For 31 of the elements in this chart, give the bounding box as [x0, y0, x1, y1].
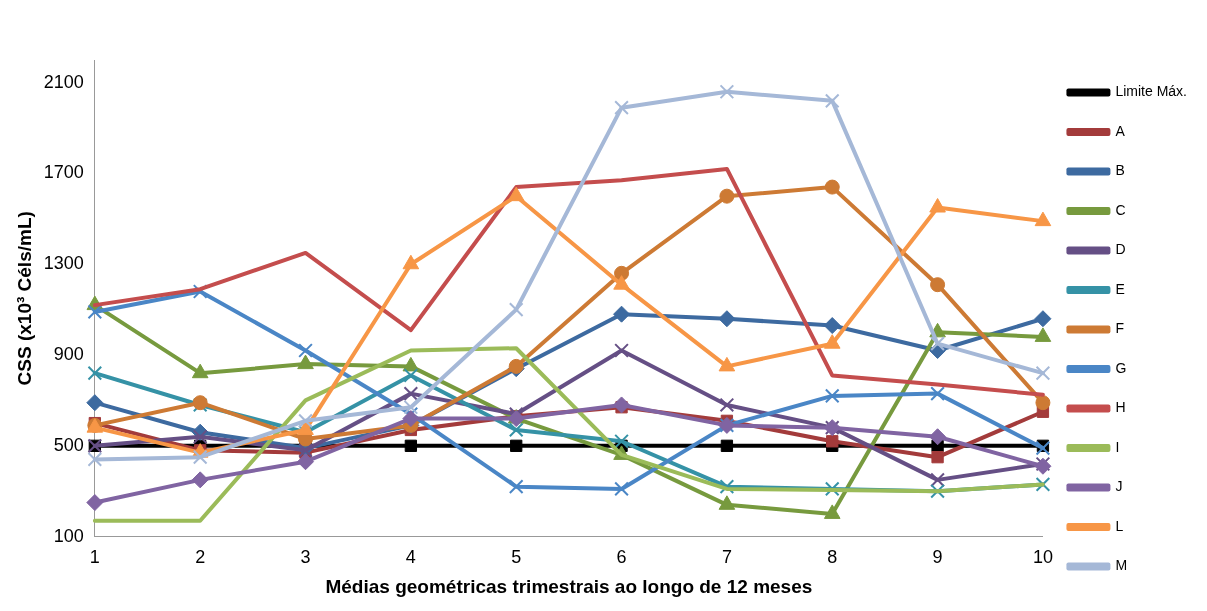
x-tick-label: 2 [195, 547, 206, 568]
legend-label: A [1115, 122, 1126, 139]
y-tick-label: 1300 [43, 253, 84, 274]
x-tick-label: 8 [827, 547, 838, 568]
y-tick-label: 100 [53, 525, 84, 546]
x-tick-label: 3 [300, 547, 311, 568]
y-tick-label: 2100 [43, 71, 84, 92]
legend-label: D [1115, 241, 1126, 258]
x-tick-label: 5 [511, 547, 522, 568]
legend-label: B [1115, 162, 1125, 179]
x-tick-label: 6 [616, 547, 627, 568]
x-tick-label: 9 [932, 547, 943, 568]
y-tick-label: 500 [53, 434, 84, 455]
y-axis-title: CSS (x10³ Céls/mL) [13, 211, 35, 386]
legend-label: J [1115, 478, 1123, 495]
y-tick-label: 1700 [43, 162, 84, 183]
legend-label: E [1115, 280, 1125, 297]
legend-label: G [1115, 359, 1127, 376]
legend-label: F [1115, 320, 1124, 337]
x-tick-label: 7 [721, 547, 732, 568]
x-tick-label: 10 [1032, 547, 1053, 568]
legend-label: I [1115, 438, 1120, 455]
legend-label: C [1115, 201, 1126, 218]
x-tick-label: 4 [405, 547, 416, 568]
x-tick-label: 1 [89, 547, 100, 568]
y-tick-label: 900 [53, 344, 84, 365]
legend-label: L [1115, 517, 1124, 534]
legend-label: H [1115, 399, 1126, 416]
legend-label: M [1115, 557, 1128, 574]
legend-label: Limite Máx. [1115, 83, 1188, 100]
x-axis-title: Médias geométricas trimestrais ao longo de 12 meses [325, 575, 813, 597]
